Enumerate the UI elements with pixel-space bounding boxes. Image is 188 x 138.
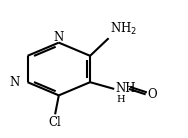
Text: Cl: Cl [49, 116, 61, 129]
Text: NH: NH [115, 82, 136, 95]
Text: N: N [54, 31, 64, 44]
Text: H: H [116, 95, 125, 104]
Text: N: N [10, 76, 20, 89]
Text: NH$_2$: NH$_2$ [111, 21, 138, 37]
Text: O: O [148, 88, 157, 101]
